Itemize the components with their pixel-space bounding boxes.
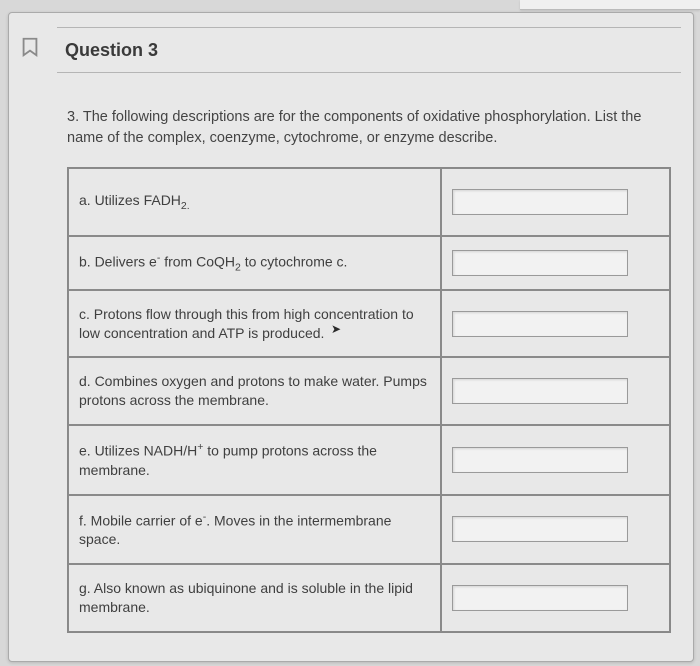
question-body: 3. The following descriptions are for th…: [57, 93, 681, 643]
desc-e: e. Utilizes NADH/H+ to pump protons acro…: [68, 425, 441, 494]
desc-g: g. Also known as ubiquinone and is solub…: [68, 564, 441, 632]
answer-cell-b: [441, 236, 670, 290]
bookmark-icon[interactable]: [19, 35, 41, 59]
answer-cell-c: [441, 290, 670, 358]
partial-toolbar-strip: [520, 0, 700, 10]
desc-e-pre: e. Utilizes NADH/H: [79, 443, 197, 459]
table-row: b. Delivers e- from CoQH2 to cytochrome …: [68, 236, 670, 290]
table-row: d. Combines oxygen and protons to make w…: [68, 357, 670, 425]
answer-cell-e: [441, 425, 670, 494]
table-row: a. Utilizes FADH2.: [68, 168, 670, 236]
desc-c-text: c. Protons flow through this from high c…: [79, 306, 414, 341]
desc-f: f. Mobile carrier of e-. Moves in the in…: [68, 495, 441, 564]
answer-input-e[interactable]: [452, 447, 628, 473]
desc-b-post2: to cytochrome c.: [241, 254, 348, 270]
question-table: a. Utilizes FADH2. b. Delivers e- from C…: [67, 167, 671, 633]
answer-input-g[interactable]: [452, 585, 628, 611]
answer-cell-d: [441, 357, 670, 425]
desc-c: c. Protons flow through this from high c…: [68, 290, 441, 358]
question-card: Question 3 3. The following descriptions…: [8, 12, 694, 662]
question-prompt: 3. The following descriptions are for th…: [67, 107, 671, 149]
desc-b: b. Delivers e- from CoQH2 to cytochrome …: [68, 236, 441, 290]
answer-input-b[interactable]: [452, 250, 628, 276]
table-row: c. Protons flow through this from high c…: [68, 290, 670, 358]
answer-input-f[interactable]: [452, 516, 628, 542]
question-title: Question 3: [65, 40, 158, 61]
table-row: g. Also known as ubiquinone and is solub…: [68, 564, 670, 632]
desc-b-pre: b. Delivers e: [79, 254, 157, 270]
cursor-icon: ➤: [331, 321, 341, 337]
table-row: e. Utilizes NADH/H+ to pump protons acro…: [68, 425, 670, 494]
answer-cell-g: [441, 564, 670, 632]
table-row: f. Mobile carrier of e-. Moves in the in…: [68, 495, 670, 564]
desc-a: a. Utilizes FADH2.: [68, 168, 441, 236]
answer-cell-a: [441, 168, 670, 236]
answer-input-a[interactable]: [452, 189, 628, 215]
answer-input-d[interactable]: [452, 378, 628, 404]
desc-b-post: from CoQH: [160, 254, 235, 270]
question-header: Question 3: [57, 27, 681, 73]
desc-g-text: g. Also known as ubiquinone and is solub…: [79, 580, 413, 615]
desc-a-sub: 2.: [181, 200, 190, 212]
answer-input-c[interactable]: [452, 311, 628, 337]
desc-a-text: a. Utilizes FADH: [79, 192, 181, 208]
bookmark-column: [19, 35, 47, 64]
desc-f-pre: f. Mobile carrier of e: [79, 512, 203, 528]
desc-d-text: d. Combines oxygen and protons to make w…: [79, 373, 427, 408]
desc-d: d. Combines oxygen and protons to make w…: [68, 357, 441, 425]
answer-cell-f: [441, 495, 670, 564]
